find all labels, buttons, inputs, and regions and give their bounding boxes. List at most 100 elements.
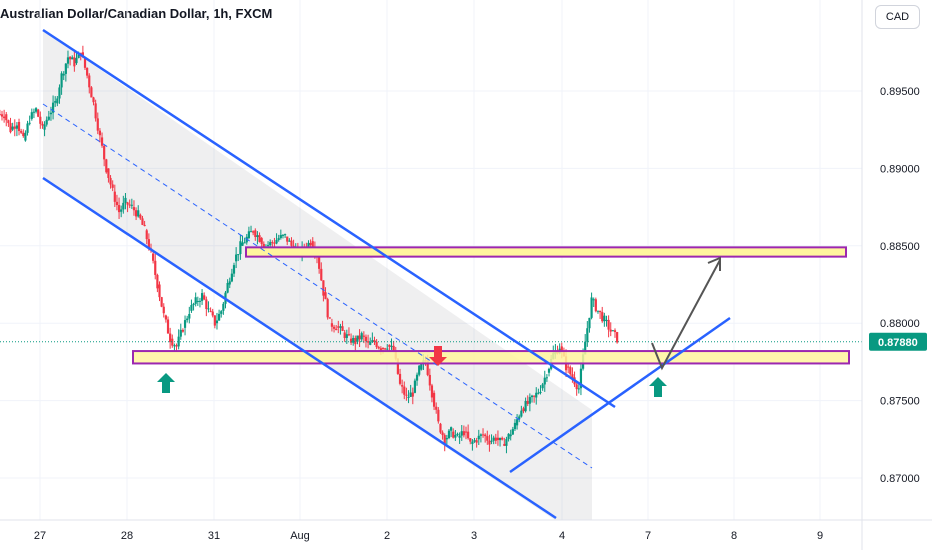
candle-body <box>601 312 604 322</box>
candle-body <box>613 330 617 333</box>
candle-body <box>411 392 414 397</box>
candle-body <box>175 345 178 347</box>
candle-body <box>496 437 500 441</box>
currency-button[interactable]: CAD <box>875 5 920 29</box>
projection-path <box>651 259 721 371</box>
candle-body <box>60 73 63 88</box>
candle-body <box>290 240 293 246</box>
candle-body <box>415 374 419 381</box>
candle-body <box>66 57 70 64</box>
candle-body <box>439 423 442 433</box>
candle-body <box>377 347 380 349</box>
candle-body <box>166 319 170 334</box>
candle-body <box>213 315 216 326</box>
channel-upper-line <box>42 28 616 409</box>
candle-body <box>488 440 491 445</box>
candle-body <box>279 234 282 239</box>
candle-body <box>505 439 508 446</box>
candle-body <box>207 308 210 310</box>
candle-body <box>186 318 189 321</box>
candle-body <box>30 112 33 119</box>
candle-body <box>418 365 421 375</box>
support-zone <box>132 350 850 365</box>
candle-body <box>266 245 270 247</box>
time-tick-label: 9 <box>817 530 823 542</box>
candle-body <box>569 367 572 375</box>
candle-body <box>447 430 451 439</box>
candle-body <box>524 400 527 412</box>
candle-body <box>11 126 14 130</box>
candle-body <box>113 191 116 202</box>
candle-body <box>452 431 455 438</box>
candle-body <box>471 441 474 444</box>
candle-body <box>335 328 338 331</box>
candle-body <box>0 114 4 117</box>
candle-body <box>390 345 393 347</box>
candle-body <box>330 323 334 327</box>
candle-body <box>379 348 382 352</box>
candle-body <box>533 395 536 397</box>
candle-body <box>545 377 548 379</box>
candle-body <box>369 342 372 345</box>
candle-body <box>37 109 40 117</box>
candle-body <box>3 116 6 119</box>
candle-body <box>541 384 544 389</box>
candle-body <box>262 243 265 247</box>
price-tick-label: 0.88000 <box>880 318 920 330</box>
candle-body <box>450 427 453 431</box>
candle-body <box>501 437 504 440</box>
candle-body <box>49 112 53 115</box>
candle-body <box>477 435 480 440</box>
candle-body <box>173 345 176 347</box>
candle-body <box>28 122 31 124</box>
candle-body <box>339 326 342 328</box>
candle-body <box>528 397 531 404</box>
candle-body <box>124 197 127 203</box>
price-axis: 0.89500 0.89000 0.88500 0.88000 0.87500 0.870… <box>861 0 927 550</box>
candle-body <box>484 434 487 437</box>
candle-body <box>58 87 61 99</box>
candle-body <box>145 230 148 240</box>
candle-body <box>128 204 131 206</box>
candle-body <box>169 333 172 343</box>
candle-body <box>326 299 329 318</box>
channel-fill <box>43 30 592 520</box>
candle-body <box>469 438 472 442</box>
candle-body <box>13 126 16 129</box>
drawing-overlays <box>0 28 862 520</box>
candle-body <box>220 311 223 314</box>
candle-body <box>117 205 121 213</box>
candle-body <box>535 392 538 398</box>
candle-body <box>105 159 108 173</box>
time-tick-label: 3 <box>471 530 477 542</box>
candle-body <box>407 396 410 398</box>
candle-body <box>358 335 361 340</box>
candle-body <box>420 363 423 370</box>
chart-grid <box>0 0 862 520</box>
candle-body <box>492 437 495 441</box>
candle-body <box>309 242 312 245</box>
candle-body <box>90 87 93 98</box>
candle-body <box>152 253 155 261</box>
candle-body <box>547 368 551 373</box>
candle-body <box>511 429 514 435</box>
time-tick-label: 4 <box>559 530 565 542</box>
candle-body <box>277 238 280 240</box>
candle-body <box>445 438 448 440</box>
time-tick-label: 31 <box>208 530 220 542</box>
candle-body <box>328 317 331 319</box>
candle-body <box>518 416 521 420</box>
candle-body <box>22 132 25 137</box>
candle-body <box>503 443 506 446</box>
time-tick-label: 27 <box>34 530 46 542</box>
candle-body <box>388 344 391 347</box>
candle-body <box>96 118 99 131</box>
candle-body <box>341 326 344 331</box>
time-tick-label: 8 <box>731 530 737 542</box>
candle-body <box>194 297 197 304</box>
candle-body <box>481 434 485 436</box>
candle-body <box>232 265 236 274</box>
candle-body <box>122 202 125 210</box>
candle-body <box>596 310 600 312</box>
